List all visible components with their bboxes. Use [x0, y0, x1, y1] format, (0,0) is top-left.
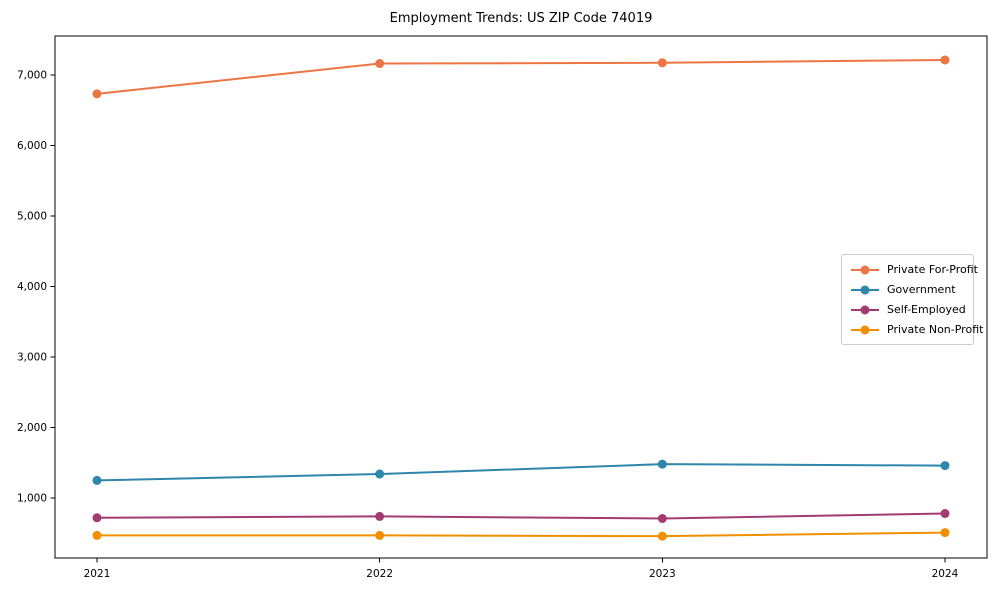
data-point-private-non-profit: [940, 528, 950, 538]
legend: Private For-Profit Government Self-Employe…: [841, 254, 983, 345]
data-point-self-employed: [92, 513, 102, 523]
y-tick-label: 6,000: [17, 140, 47, 152]
data-point-self-employed: [375, 511, 385, 521]
legend-label: Self-Employed: [887, 303, 966, 316]
data-point-government: [92, 475, 102, 485]
y-tick-label: 3,000: [17, 351, 47, 363]
data-point-government: [940, 461, 950, 471]
legend-label: Private For-Profit: [887, 263, 978, 276]
legend-label: Private Non-Profit: [887, 323, 984, 336]
data-point-government: [375, 469, 385, 479]
data-point-private-for-profit: [92, 89, 102, 99]
data-point-government: [657, 459, 667, 469]
x-tick-label: 2021: [84, 568, 111, 580]
data-point-private-non-profit: [375, 530, 385, 540]
legend-marker-icon: [851, 265, 879, 275]
y-tick-label: 2,000: [17, 422, 47, 434]
chart-title: Employment Trends: US ZIP Code 74019: [389, 11, 653, 26]
data-point-private-for-profit: [657, 58, 667, 68]
y-tick-label: 5,000: [17, 210, 47, 222]
legend-label: Government: [887, 283, 956, 296]
series-line-private-for-profit: [96, 58, 946, 95]
legend-item-government: Government: [851, 283, 964, 296]
data-point-private-non-profit: [92, 530, 102, 540]
x-tick-label: 2024: [932, 568, 959, 580]
y-tick-label: 4,000: [17, 281, 47, 293]
legend-item-private-non-profit: Private Non-Profit: [851, 323, 983, 336]
y-tick-label: 1,000: [17, 493, 47, 505]
x-tick-label: 2023: [649, 568, 676, 580]
data-point-self-employed: [657, 513, 667, 523]
x-tick-label: 2022: [366, 568, 393, 580]
series-line-private-non-profit: [97, 531, 946, 538]
legend-marker-icon: [851, 305, 879, 315]
data-point-private-for-profit: [940, 55, 950, 65]
plot-frame: [54, 35, 988, 559]
legend-item-self-employed: Self-Employed: [851, 303, 966, 316]
legend-marker-icon: [851, 285, 879, 295]
data-point-self-employed: [940, 509, 950, 519]
data-point-private-for-profit: [375, 59, 385, 69]
data-point-private-non-profit: [657, 531, 667, 541]
legend-item-private-for-profit: Private For-Profit: [851, 263, 978, 276]
y-tick-label: 7,000: [17, 69, 47, 81]
legend-marker-icon: [851, 325, 879, 335]
series-line-self-employed: [96, 512, 946, 520]
series-line-government: [96, 463, 946, 482]
